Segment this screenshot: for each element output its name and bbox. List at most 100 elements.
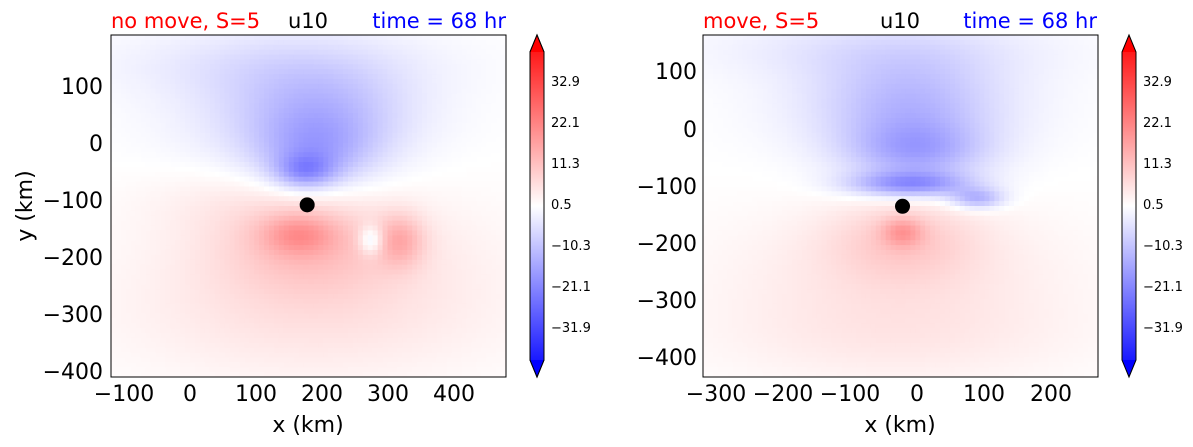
heatmap-cell xyxy=(476,83,482,90)
heatmap-cell xyxy=(249,176,255,183)
heatmap-cell xyxy=(357,64,364,70)
heatmap-cell xyxy=(303,318,310,324)
heatmap-cell xyxy=(269,201,275,207)
heatmap-cell xyxy=(170,132,176,139)
heatmap-cell xyxy=(352,254,359,261)
heatmap-cell xyxy=(214,318,221,324)
heatmap-cell xyxy=(461,103,468,109)
heatmap-cell xyxy=(456,333,463,339)
heatmap-cell xyxy=(170,279,176,285)
heatmap-cell xyxy=(343,313,349,319)
heatmap-cell xyxy=(501,186,506,192)
heatmap-cell xyxy=(229,230,236,236)
heatmap-cell xyxy=(367,254,374,261)
heatmap-cell xyxy=(471,35,477,41)
heatmap-cell xyxy=(496,147,502,153)
heatmap-cell xyxy=(402,240,408,246)
heatmap-cell xyxy=(417,122,423,129)
heatmap-cell xyxy=(249,103,255,109)
heatmap-cell xyxy=(160,132,166,139)
heatmap-cell xyxy=(219,142,226,148)
heatmap-cell xyxy=(140,93,147,100)
heatmap-cell xyxy=(436,103,443,109)
heatmap-cell xyxy=(348,186,354,192)
heatmap-cell xyxy=(249,235,255,241)
heatmap-cell xyxy=(491,127,497,134)
heatmap-cell xyxy=(422,201,428,207)
heatmap-cell xyxy=(303,157,310,163)
heatmap-cell xyxy=(125,59,132,65)
heatmap-cell xyxy=(111,78,117,85)
heatmap-cell xyxy=(219,254,226,261)
heatmap-cell xyxy=(412,225,418,232)
heatmap-cell xyxy=(180,230,186,236)
heatmap-cell xyxy=(214,245,221,251)
heatmap-cell xyxy=(352,230,359,236)
heatmap-cell xyxy=(352,59,359,65)
heatmap-cell xyxy=(377,54,384,61)
heatmap-cell xyxy=(387,108,394,114)
heatmap-cell xyxy=(120,284,127,290)
heatmap-cell xyxy=(249,118,255,124)
heatmap-cell xyxy=(333,245,339,251)
heatmap-cell xyxy=(412,293,418,300)
heatmap-cell xyxy=(323,186,329,192)
heatmap-cell xyxy=(111,269,117,275)
heatmap-cell xyxy=(427,274,433,280)
heatmap-cell xyxy=(273,108,280,114)
heatmap-cell xyxy=(239,118,245,124)
heatmap-cell xyxy=(481,157,487,163)
heatmap-cell xyxy=(190,122,196,129)
heatmap-cell xyxy=(229,279,236,285)
heatmap-cell xyxy=(387,113,394,119)
heatmap-cell xyxy=(328,127,334,134)
heatmap-cell xyxy=(348,284,354,290)
heatmap-cell xyxy=(180,103,186,109)
heatmap-cell xyxy=(481,122,487,129)
heatmap-cell xyxy=(382,264,389,271)
heatmap-cell xyxy=(160,98,166,104)
heatmap-cell xyxy=(328,328,334,334)
heatmap-cell xyxy=(491,64,497,70)
heatmap-cell xyxy=(397,39,403,46)
heatmap-cell xyxy=(367,147,374,153)
heatmap-cell xyxy=(125,176,132,183)
heatmap-cell xyxy=(194,44,201,51)
heatmap-cell xyxy=(278,308,285,315)
heatmap-cell xyxy=(180,83,186,90)
heatmap-cell xyxy=(180,245,186,251)
heatmap-cell xyxy=(115,293,122,300)
heatmap-cell xyxy=(397,83,403,90)
heatmap-cell xyxy=(402,166,408,173)
heatmap-cell xyxy=(199,171,206,178)
heatmap-cell xyxy=(313,78,319,85)
heatmap-cell xyxy=(387,240,394,246)
heatmap-cell xyxy=(323,264,329,271)
heatmap-cell xyxy=(165,152,171,158)
heatmap-cell xyxy=(496,54,502,61)
heatmap-cell xyxy=(451,157,458,163)
heatmap-cell xyxy=(436,69,443,75)
heatmap-cell xyxy=(422,186,428,192)
heatmap-cell xyxy=(298,230,305,236)
heatmap-cell xyxy=(431,215,438,222)
heatmap-cell xyxy=(333,171,339,178)
heatmap-cell xyxy=(273,171,280,178)
heatmap-cell xyxy=(352,157,359,163)
heatmap-cell xyxy=(150,245,157,251)
heatmap-cell xyxy=(115,196,122,202)
heatmap-cell xyxy=(471,196,477,202)
heatmap-cell xyxy=(367,230,374,236)
heatmap-cell xyxy=(402,59,408,65)
heatmap-cell xyxy=(397,279,403,285)
heatmap-cell xyxy=(372,274,379,280)
heatmap-cell xyxy=(259,78,265,85)
heatmap-cell xyxy=(224,225,231,232)
heatmap-cell xyxy=(283,69,290,75)
heatmap-cell xyxy=(461,127,468,134)
heatmap-cell xyxy=(441,166,448,173)
heatmap-cell xyxy=(392,88,398,95)
heatmap-cell xyxy=(367,249,374,256)
heatmap-cell xyxy=(338,249,344,256)
heatmap-cell xyxy=(111,274,117,280)
